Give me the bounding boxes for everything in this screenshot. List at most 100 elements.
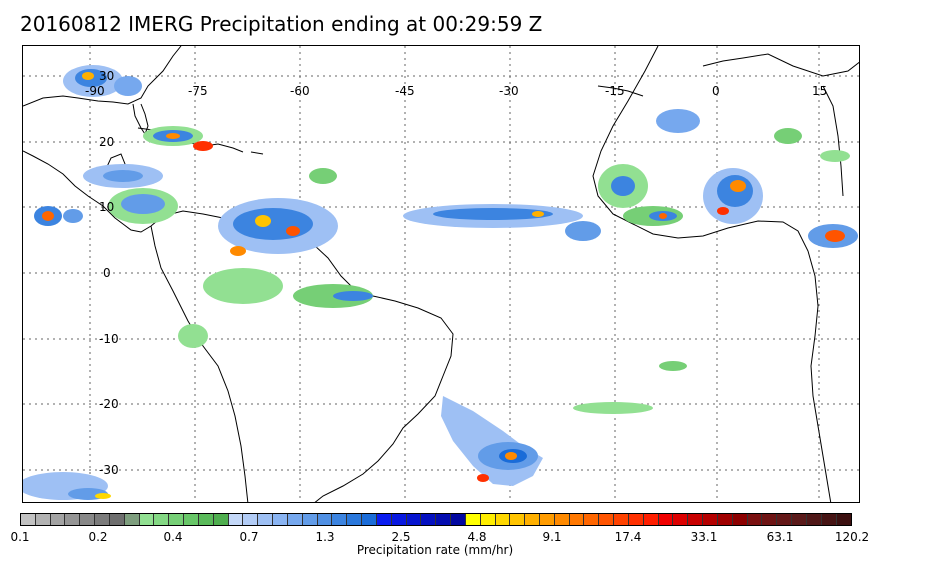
colorbar-swatch [792, 514, 807, 525]
colorbar-swatch [406, 514, 422, 525]
colorbar-swatch [451, 514, 466, 525]
colorbar-swatch [480, 514, 496, 525]
coast-south-america [150, 210, 454, 502]
colorbar-swatch [213, 514, 229, 525]
colorbar-caption: Precipitation rate (mm/hr) [356, 543, 514, 557]
colorbar-tick-label: 4.8 [467, 530, 487, 544]
colorbar-swatch [317, 514, 333, 525]
lat-tick-label: 0 [103, 266, 111, 280]
precip-central-america [108, 188, 178, 224]
colorbar-swatch [495, 514, 511, 525]
colorbar-swatch [347, 514, 363, 525]
colorbar-swatch [154, 514, 170, 525]
lat-tick-label: -10 [99, 332, 119, 346]
coast-puerto-rico [250, 151, 264, 155]
lon-tick-label: -75 [188, 84, 208, 98]
precip-amazon [178, 268, 373, 348]
colorbar-swatch [643, 514, 659, 525]
colorbar-swatch [65, 514, 81, 525]
colorbar-swatch [599, 514, 615, 525]
colorbar-tick-label: 9.1 [542, 530, 562, 544]
colorbar-swatch [50, 514, 66, 525]
lon-tick-label: 0 [712, 84, 720, 98]
colorbar-tick-label: 17.4 [614, 530, 642, 544]
lon-tick-label: -60 [290, 84, 310, 98]
precip-venezuela [218, 198, 338, 256]
colorbar-swatch [688, 514, 704, 525]
colorbar-swatch [465, 514, 481, 525]
coast-mediterranean [702, 53, 859, 77]
precip-west-africa [598, 109, 858, 248]
colorbar-swatch [614, 514, 629, 525]
colorbar-swatch [169, 514, 185, 525]
lat-tick-label: -20 [99, 397, 119, 411]
colorbar-swatch [332, 514, 348, 525]
coast-central-america [23, 150, 152, 233]
colorbar-swatch [391, 514, 407, 525]
colorbar-swatch [436, 514, 452, 525]
colorbar-swatch [569, 514, 585, 525]
colorbar-swatch [747, 514, 763, 525]
colorbar-tick-label: 2.5 [391, 530, 411, 544]
colorbar-swatch [539, 514, 555, 525]
precip-pacific-east [34, 206, 83, 226]
coast-south-america-west [150, 225, 249, 502]
coast-north-america [23, 46, 182, 107]
colorbar-tick-label: 0.1 [10, 530, 30, 544]
colorbar-swatch [362, 514, 377, 525]
colorbar-tick-label: 0.2 [88, 530, 108, 544]
lon-tick-label: -15 [605, 84, 625, 98]
colorbar-swatch [777, 514, 793, 525]
graticule [23, 46, 859, 502]
colorbar-swatch [95, 514, 110, 525]
map-title: 20160812 IMERG Precipitation ending at 0… [20, 12, 543, 36]
colorbar-swatch [273, 514, 288, 525]
colorbar-swatch [658, 514, 674, 525]
colorbar-swatch [243, 514, 259, 525]
colorbar-swatch [554, 514, 570, 525]
precip-gulf-north [63, 65, 142, 97]
coast-bulge [822, 85, 844, 197]
colorbar-tick-label: 0.7 [239, 530, 259, 544]
colorbar-swatch [762, 514, 778, 525]
colorbar-swatch [198, 514, 214, 525]
colorbar-tick-label: 63.1 [766, 530, 794, 544]
lon-tick-label: -90 [85, 84, 105, 98]
colorbar-swatch [21, 514, 36, 525]
colorbar-swatch [717, 514, 733, 525]
map-panel: -90 -75 -60 -45 -30 -15 0 15 30 20 10 0 … [22, 45, 860, 503]
colorbar-swatch [109, 514, 125, 525]
colorbar-swatch [525, 514, 540, 525]
colorbar-swatch [806, 514, 822, 525]
colorbar-swatch [421, 514, 437, 525]
lon-tick-label: -45 [395, 84, 415, 98]
lat-tick-label: 10 [99, 200, 114, 214]
precipitation-map: -90 -75 -60 -45 -30 -15 0 15 30 20 10 0 … [23, 46, 859, 502]
colorbar-swatch [80, 514, 96, 525]
colorbar-swatch [228, 514, 244, 525]
colorbar-tick-label: 33.1 [690, 530, 718, 544]
colorbar-swatch [376, 514, 392, 525]
colorbar-swatch [732, 514, 748, 525]
colorbar-swatch [302, 514, 318, 525]
lon-tick-label: 15 [812, 84, 827, 98]
colorbar-swatch [139, 514, 155, 525]
colorbar-tick-label: 0.4 [163, 530, 183, 544]
precipitation-fields [23, 65, 858, 500]
longitude-labels: -90 -75 -60 -45 -30 -15 0 15 [85, 84, 827, 98]
lat-tick-label: 30 [99, 69, 114, 83]
colorbar-swatch [124, 514, 140, 525]
precip-caribbean [83, 126, 337, 188]
colorbar-tick-label: 1.3 [315, 530, 335, 544]
lat-tick-label: 20 [99, 135, 114, 149]
precip-itcz-atlantic [403, 204, 683, 241]
colorbar-swatch [35, 514, 51, 525]
coast-africa [592, 46, 832, 502]
colorbar-swatch [287, 514, 303, 525]
colorbar-swatch [703, 514, 718, 525]
latitude-labels: 30 20 10 0 -10 -20 -30 [99, 69, 119, 477]
colorbar-tick-label: 120.2 [834, 530, 870, 544]
colorbar-swatch [258, 514, 274, 525]
coast-iberia [597, 85, 644, 97]
colorbar-swatch [821, 514, 837, 525]
